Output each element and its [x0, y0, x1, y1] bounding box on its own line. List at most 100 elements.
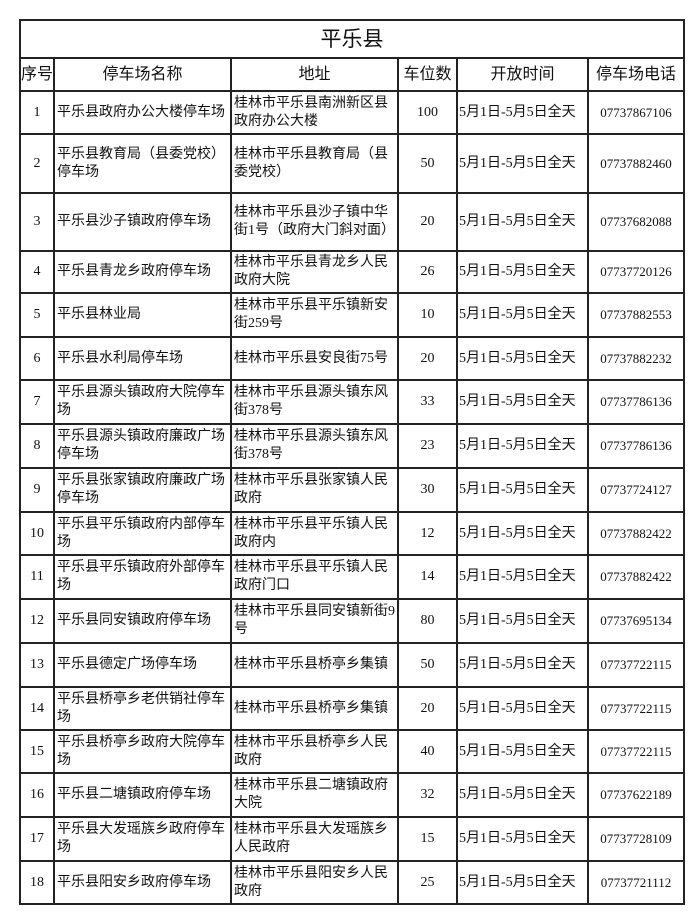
parking-address: 桂林市平乐县平乐镇人民政府内 — [230, 511, 399, 556]
row-number: 4 — [19, 250, 55, 294]
opening-hours: 5月1日-5月5日全天 — [456, 90, 589, 135]
parking-spaces: 32 — [397, 772, 458, 818]
table-row: 12 平乐县同安镇政府停车场 桂林市平乐县同安镇新街9号 80 5月1日-5月5日全天 0… — [19, 598, 685, 644]
parking-phone: 07737786136 — [587, 423, 685, 469]
parking-address: 桂林市平乐县平乐镇人民政府门口 — [230, 554, 399, 600]
parking-address: 桂林市平乐县青龙乡人民政府大院 — [230, 250, 399, 294]
parking-name: 平乐县桥亭乡政府大院停车场 — [53, 729, 232, 774]
opening-hours: 5月1日-5月5日全天 — [456, 686, 589, 731]
parking-name: 平乐县水利局停车场 — [53, 336, 232, 381]
parking-name: 平乐县张家镇政府廉政广场停车场 — [53, 467, 232, 513]
parking-name: 平乐县二塘镇政府停车场 — [53, 772, 232, 818]
parking-address: 桂林市平乐县桥亭乡人民政府 — [230, 729, 399, 774]
parking-address: 桂林市平乐县平乐镇新安街259号 — [230, 292, 399, 338]
opening-hours: 5月1日-5月5日全天 — [456, 554, 589, 600]
parking-name: 平乐县德定广场停车场 — [53, 642, 232, 688]
header-name: 停车场名称 — [53, 57, 232, 92]
parking-spaces: 14 — [397, 554, 458, 600]
parking-spaces: 40 — [397, 729, 458, 774]
table-row: 16 平乐县二塘镇政府停车场 桂林市平乐县二塘镇政府大院 32 5月1日-5月5日全天 0… — [19, 772, 685, 818]
opening-hours: 5月1日-5月5日全天 — [456, 379, 589, 425]
table-row: 15 平乐县桥亭乡政府大院停车场 桂林市平乐县桥亭乡人民政府 40 5月1日-5月5日全… — [19, 729, 685, 774]
parking-name: 平乐县平乐镇政府外部停车场 — [53, 554, 232, 600]
parking-address: 桂林市平乐县教育局（县委党校） — [230, 133, 399, 194]
parking-spaces: 23 — [397, 423, 458, 469]
table-row: 2 平乐县教育局（县委党校） 停车场 桂林市平乐县教育局（县委党校） 50 5月1日-5… — [19, 133, 685, 194]
parking-name: 平乐县教育局（县委党校） 停车场 — [53, 133, 232, 194]
parking-spaces: 10 — [397, 292, 458, 338]
table-row: 14 平乐县桥亭乡老供销社停车场 桂林市平乐县桥亭乡集镇 20 5月1日-5月5日全天 0… — [19, 686, 685, 731]
parking-address: 桂林市平乐县张家镇人民政府 — [230, 467, 399, 513]
table-row: 11 平乐县平乐镇政府外部停车场 桂林市平乐县平乐镇人民政府门口 14 5月1日-5月5… — [19, 554, 685, 600]
table-row: 18 平乐县阳安乡政府停车场 桂林市平乐县阳安乡人民政府 25 5月1日-5月5日全天 0… — [19, 860, 685, 905]
parking-phone: 07737695134 — [587, 598, 685, 644]
table-title: 平乐县 — [19, 19, 685, 59]
header-spaces: 车位数 — [397, 57, 458, 92]
table-row: 1 平乐县政府办公大楼停车场 桂林市平乐县南洲新区县政府办公大楼 100 5月1日-5月… — [19, 90, 685, 135]
parking-name: 平乐县源头镇政府廉政广场停车场 — [53, 423, 232, 469]
parking-spaces: 20 — [397, 336, 458, 381]
parking-phone: 07737682088 — [587, 192, 685, 252]
opening-hours: 5月1日-5月5日全天 — [456, 336, 589, 381]
table-row: 3 平乐县沙子镇政府停车场 桂林市平乐县沙子镇中华街1号（政府大门斜对面） 20 5月1… — [19, 192, 685, 252]
row-number: 3 — [19, 192, 55, 252]
parking-table: 平乐县 序号 停车场名称 地址 车位数 开放时间 停车场电话 1 平乐县政府办公大… — [19, 19, 685, 905]
parking-phone: 07737882422 — [587, 554, 685, 600]
parking-address: 桂林市平乐县源头镇东风街378号 — [230, 423, 399, 469]
parking-name: 平乐县桥亭乡老供销社停车场 — [53, 686, 232, 731]
parking-name: 平乐县平乐镇政府内部停车场 — [53, 511, 232, 556]
opening-hours: 5月1日-5月5日全天 — [456, 772, 589, 818]
row-number: 1 — [19, 90, 55, 135]
parking-spaces: 12 — [397, 511, 458, 556]
header-phone: 停车场电话 — [587, 57, 685, 92]
row-number: 2 — [19, 133, 55, 194]
opening-hours: 5月1日-5月5日全天 — [456, 292, 589, 338]
header-address: 地址 — [230, 57, 399, 92]
header-hours: 开放时间 — [456, 57, 589, 92]
parking-address: 桂林市平乐县二塘镇政府大院 — [230, 772, 399, 818]
opening-hours: 5月1日-5月5日全天 — [456, 860, 589, 905]
parking-spaces: 25 — [397, 860, 458, 905]
parking-address: 桂林市平乐县阳安乡人民政府 — [230, 860, 399, 905]
parking-spaces: 30 — [397, 467, 458, 513]
opening-hours: 5月1日-5月5日全天 — [456, 133, 589, 194]
row-number: 15 — [19, 729, 55, 774]
table-row: 17 平乐县大发瑶族乡政府停车场 桂林市平乐县大发瑶族乡人民政府 15 5月1日-5月5… — [19, 816, 685, 862]
row-number: 6 — [19, 336, 55, 381]
header-row: 序号 停车场名称 地址 车位数 开放时间 停车场电话 — [19, 57, 685, 92]
parking-phone: 07737882460 — [587, 133, 685, 194]
parking-name: 平乐县沙子镇政府停车场 — [53, 192, 232, 252]
parking-name: 平乐县大发瑶族乡政府停车场 — [53, 816, 232, 862]
parking-address: 桂林市平乐县同安镇新街9号 — [230, 598, 399, 644]
row-number: 10 — [19, 511, 55, 556]
parking-name: 平乐县青龙乡政府停车场 — [53, 250, 232, 294]
row-number: 17 — [19, 816, 55, 862]
parking-phone: 07737720126 — [587, 250, 685, 294]
row-number: 5 — [19, 292, 55, 338]
row-number: 7 — [19, 379, 55, 425]
parking-spaces: 33 — [397, 379, 458, 425]
header-no: 序号 — [19, 57, 55, 92]
parking-spaces: 50 — [397, 133, 458, 194]
opening-hours: 5月1日-5月5日全天 — [456, 423, 589, 469]
parking-spaces: 100 — [397, 90, 458, 135]
table-row: 7 平乐县源头镇政府大院停车场 桂林市平乐县源头镇东风街378号 33 5月1日-5月5… — [19, 379, 685, 425]
parking-spaces: 20 — [397, 192, 458, 252]
parking-phone: 07737882232 — [587, 336, 685, 381]
parking-phone: 07737882422 — [587, 511, 685, 556]
parking-phone: 07737722115 — [587, 642, 685, 688]
parking-spaces: 20 — [397, 686, 458, 731]
row-number: 9 — [19, 467, 55, 513]
parking-name: 平乐县林业局 — [53, 292, 232, 338]
table-row: 5 平乐县林业局 桂林市平乐县平乐镇新安街259号 10 5月1日-5月5日全天 0773… — [19, 292, 685, 338]
row-number: 13 — [19, 642, 55, 688]
parking-spaces: 80 — [397, 598, 458, 644]
parking-address: 桂林市平乐县桥亭乡集镇 — [230, 642, 399, 688]
parking-phone: 07737722115 — [587, 686, 685, 731]
parking-phone: 07737722115 — [587, 729, 685, 774]
parking-name: 平乐县同安镇政府停车场 — [53, 598, 232, 644]
row-number: 8 — [19, 423, 55, 469]
parking-phone: 07737786136 — [587, 379, 685, 425]
parking-phone: 07737721112 — [587, 860, 685, 905]
parking-address: 桂林市平乐县源头镇东风街378号 — [230, 379, 399, 425]
